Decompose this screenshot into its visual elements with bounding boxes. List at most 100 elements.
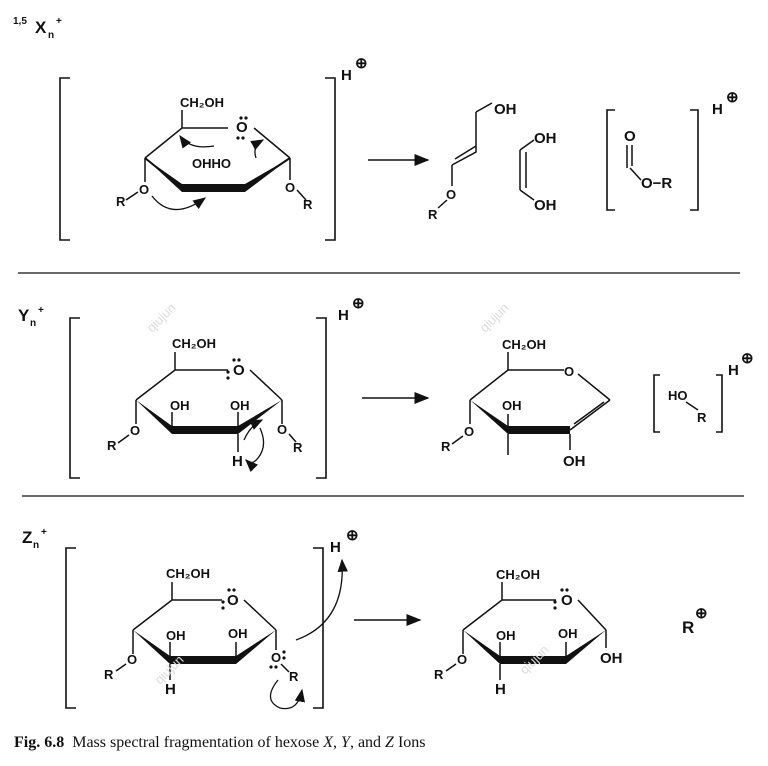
z-product-o-left: O — [457, 652, 467, 667]
caption-text: Mass spectral fragmentation of hexose — [72, 734, 324, 751]
z-r-right: R — [289, 669, 299, 684]
y-alcohol-ho: HO — [668, 388, 688, 403]
y-bracket-hydrogen: H — [338, 307, 349, 324]
x-bracket-hydrogen: H — [341, 67, 352, 84]
y-curved-arrow-1 — [245, 427, 265, 472]
x-ch2oh: CH₂OH — [180, 95, 224, 110]
y-bracket-left — [69, 317, 80, 479]
z-bracket-right — [313, 547, 324, 709]
y-product-oh-mid: OH — [502, 398, 522, 413]
x-pyranose-ring — [125, 110, 307, 201]
z-product-oh-right: OH — [558, 626, 578, 641]
x-enol-r: R — [428, 207, 438, 222]
y-bracket-charge: ⊕ — [352, 295, 365, 312]
caption-sep-2: , and — [349, 734, 386, 751]
caption-x: X — [323, 734, 334, 751]
z-curved-arrow-1 — [269, 679, 306, 710]
x-o-right: O — [285, 180, 295, 195]
x-label: X — [35, 18, 47, 37]
x-r-left: R — [116, 194, 126, 209]
y-product-ch2oh: CH₂OH — [502, 337, 546, 352]
y-product-r-left: R — [441, 439, 451, 454]
z-ch2oh: CH₂OH — [166, 566, 210, 581]
y-label-charge: + — [38, 305, 44, 316]
y-bracket-right — [316, 317, 327, 479]
z-label-charge: + — [41, 527, 47, 538]
z-oh-left: OH — [166, 628, 186, 643]
y-o-right: O — [277, 422, 287, 437]
z-pyranose-ring — [115, 582, 290, 680]
x-enol-ether — [437, 102, 493, 209]
x-oh-pair: OHHO — [192, 156, 231, 171]
x-curved-arrow-2 — [250, 139, 265, 159]
z-r-left: R — [104, 667, 114, 682]
z-r-ion: R — [682, 618, 694, 637]
x-diol-oh-top: OH — [534, 130, 557, 147]
y-alcohol-hydrogen: H — [728, 362, 739, 379]
z-product-ch2oh: CH₂OH — [496, 567, 540, 582]
x-bracket-right — [325, 77, 336, 241]
x-enol-oh: OH — [494, 101, 517, 118]
x-ester-bracket-left — [606, 109, 615, 211]
z-product-h-bottom: H — [495, 681, 506, 698]
caption-prefix: Fig. 6.8 — [14, 734, 65, 751]
z-product-ring-oxygen: O — [561, 592, 573, 609]
x-ester-hydrogen: H — [712, 101, 723, 118]
y-r-right: R — [293, 440, 303, 455]
x-ester-o-r: O−R — [641, 175, 672, 192]
z-section: Z n + H ⊕ CH₂OH O OH OH O R O — [22, 527, 708, 710]
y-alcohol-bracket-right — [716, 374, 723, 433]
x-r-right: R — [303, 197, 313, 212]
x-label-charge: + — [56, 16, 62, 27]
z-label-subscript: n — [33, 540, 39, 551]
x-o-left: O — [139, 182, 149, 197]
y-glycal-product — [451, 352, 611, 455]
y-label-subscript: n — [30, 318, 36, 329]
x-ester-carbonyl-o: O — [624, 128, 636, 145]
z-product-oh-left: OH — [496, 628, 516, 643]
y-product-o-left: O — [464, 424, 474, 439]
watermark-1: qiujun — [144, 300, 179, 335]
x-label-subscript: n — [48, 30, 54, 41]
y-alcohol-charge: ⊕ — [741, 350, 754, 367]
z-o-right: O — [271, 650, 281, 665]
z-bracket-hydrogen: H — [330, 539, 341, 556]
watermark-2: qiujun — [477, 300, 512, 335]
x-ring-oxygen: O — [236, 119, 248, 136]
x-formate-ester — [626, 145, 642, 181]
z-bracket-left — [65, 547, 76, 709]
x-label-superscript: 1,5 — [13, 16, 27, 27]
caption-y: Y — [341, 734, 350, 751]
z-r-ion-charge: ⊕ — [695, 605, 708, 622]
y-oh-right: OH — [230, 398, 250, 413]
y-h-bottom: H — [232, 453, 243, 470]
x-curved-arrow-1 — [179, 134, 215, 149]
x-diol-oh-bottom: OH — [534, 197, 557, 214]
z-bracket-charge: ⊕ — [346, 527, 359, 544]
x-enediol — [519, 139, 535, 201]
y-r-left: R — [107, 438, 117, 453]
y-product-oh-bottom: OH — [563, 453, 586, 470]
y-pyranose-ring — [117, 352, 297, 452]
z-oh-right: OH — [228, 626, 248, 641]
y-ch2oh: CH₂OH — [172, 336, 216, 351]
x-ester-charge: ⊕ — [726, 89, 739, 106]
z-o-left: O — [127, 652, 137, 667]
y-alcohol-bond — [685, 401, 699, 411]
x-section: 1,5 X n + H ⊕ CH₂OH O OHHO O R O — [13, 16, 739, 241]
y-section: Y n + H ⊕ CH₂OH O OH OH O R O — [18, 295, 754, 479]
y-label: Y — [18, 306, 30, 325]
caption-sep-1: , — [333, 734, 342, 751]
y-curved-arrow-2 — [243, 419, 264, 441]
y-alcohol-bracket-left — [653, 374, 660, 433]
y-oh-left: OH — [170, 398, 190, 413]
x-curved-arrow-3 — [151, 195, 207, 211]
x-bracket-charge: ⊕ — [355, 55, 368, 72]
figure-caption: Fig. 6.8 Mass spectral fragmentation of … — [14, 734, 426, 752]
caption-ions: Ions — [393, 734, 426, 751]
y-alcohol-r: R — [697, 410, 707, 425]
x-ester-bracket-right — [690, 109, 699, 211]
caption-z: Z — [385, 734, 394, 751]
y-product-ring-oxygen: O — [564, 364, 574, 379]
